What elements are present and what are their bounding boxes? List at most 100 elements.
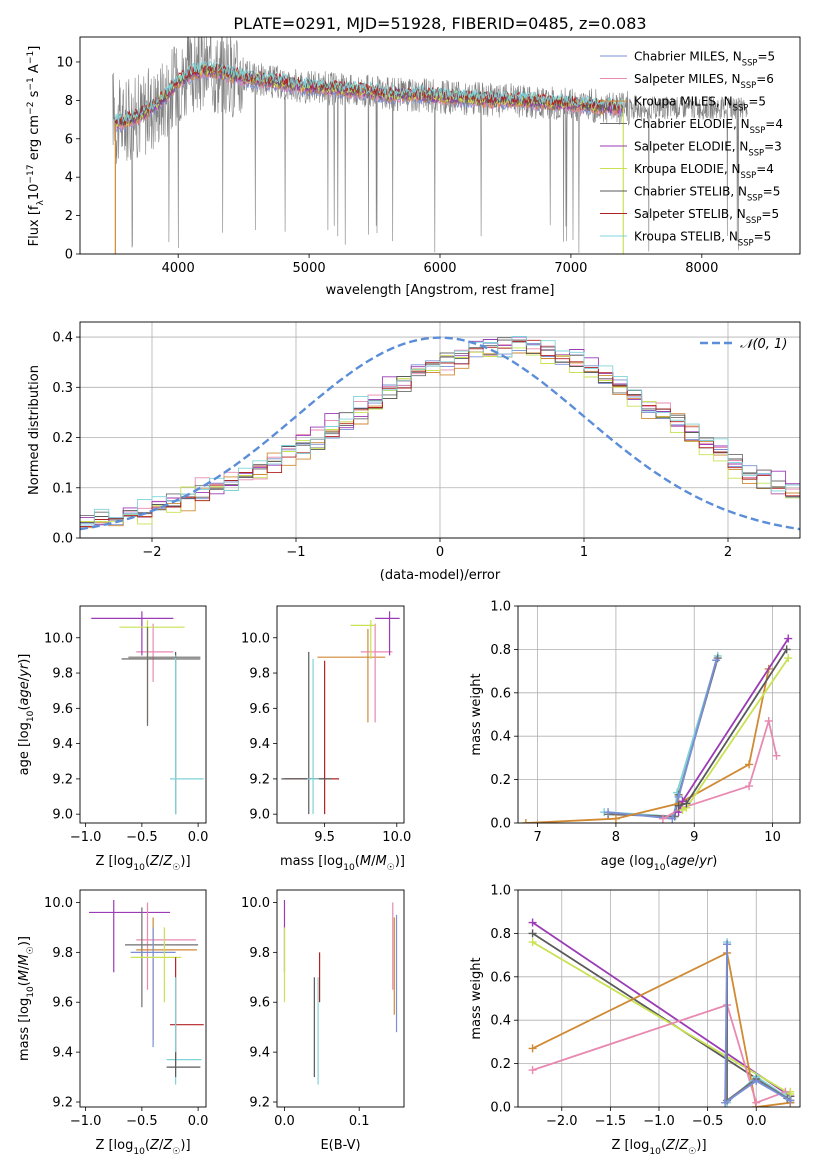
series-marker	[528, 929, 537, 938]
y-tick-label: 0.0	[490, 1101, 511, 1116]
x-tick-label: −0.5	[692, 1114, 724, 1129]
series-marker	[712, 656, 721, 665]
legend-label: Salpeter STELIB, NSSP=5	[634, 207, 779, 225]
x-tick-label: −1.0	[70, 1114, 102, 1129]
series-line	[608, 660, 718, 820]
series-marker	[782, 645, 791, 654]
axes-frame	[79, 321, 801, 539]
y-tick-label: 0.1	[52, 481, 73, 496]
y-tick-label: 2	[65, 209, 73, 224]
y-tick-label: 0.4	[52, 331, 73, 346]
series-marker	[752, 1098, 761, 1107]
y-tick-label: 1.0	[490, 600, 511, 615]
legend-label: Salpeter MILES, NSSP=6	[634, 72, 774, 90]
y-axis-label: mass weight	[469, 957, 484, 1039]
y-tick-label: 0.4	[490, 730, 511, 745]
x-axis-label: wavelength [Angstrom, rest frame]	[326, 283, 555, 298]
x-tick-label: −1.0	[70, 830, 102, 845]
x-tick-label: 5000	[293, 261, 326, 276]
y-tick-label: 0.0	[490, 817, 511, 832]
legend-label: Kroupa ELODIE, NSSP=4	[634, 162, 774, 180]
series-marker	[658, 814, 667, 823]
x-tick-label: 0.1	[349, 1114, 370, 1129]
x-tick-label: −2	[142, 545, 161, 560]
x-tick-label: 8	[612, 830, 620, 845]
axes-mass_vs_Z: −1.0 −0.5 0.0 9.2 9.4 9.6 9.8 10.0 Z [log10(Z/Z☉…	[17, 889, 208, 1157]
axes-frame	[276, 889, 405, 1108]
x-axis-label: Z [log10(Z/Z☉)]	[611, 1138, 706, 1157]
series-marker	[611, 814, 620, 823]
axes-residuals: −2 −1 0 1 2 0.0 0.1 0.2 0.3 0.4 𝒩(0, 1) (data-model…	[27, 321, 801, 583]
massweight-plot	[528, 918, 795, 1107]
axes-spectrum: 4000 5000 6000 7000 8000 0 2 4 6 8 10 Chabrier MILE…	[26, 36, 801, 298]
x-tick-label: 10	[764, 830, 781, 845]
y-tick-label: 0.8	[490, 643, 511, 658]
series-marker	[528, 938, 537, 947]
series-marker	[528, 918, 537, 927]
errorbar-plot	[89, 899, 204, 1085]
axes-frame	[517, 605, 801, 824]
x-tick-label: −1.0	[643, 1114, 675, 1129]
y-tick-label: 9.2	[52, 772, 73, 787]
axes-frame	[79, 889, 207, 1108]
series-marker	[772, 751, 781, 760]
series-marker	[745, 760, 754, 769]
y-tick-label: 6	[65, 132, 73, 147]
series-marker	[528, 1066, 537, 1075]
x-tick-label: 2	[724, 545, 732, 560]
series-line	[724, 944, 791, 1105]
x-tick-label: 0.0	[746, 1114, 767, 1129]
y-tick-label: 9.6	[52, 702, 73, 717]
y-tick-label: 0.2	[490, 773, 511, 788]
x-axis-label: (data-model)/error	[380, 568, 501, 583]
x-tick-label: 0.0	[188, 830, 209, 845]
x-tick-label: −1	[286, 545, 305, 560]
histogram-plot	[80, 336, 800, 531]
histogram-step-line	[80, 341, 800, 528]
y-tick-label: 0.6	[490, 970, 511, 985]
x-tick-label: 7000	[554, 261, 587, 276]
y-tick-label: 9.6	[249, 702, 270, 717]
y-tick-label: 0.2	[52, 431, 73, 446]
legend-label: Kroupa STELIB, NSSP=5	[634, 230, 771, 248]
series-marker	[721, 1098, 730, 1107]
y-tick-label: 0.6	[490, 686, 511, 701]
y-tick-label: 9.4	[249, 1046, 270, 1061]
x-axis-label: Z [log10(Z/Z☉)]	[95, 854, 190, 873]
series-marker	[786, 1096, 795, 1105]
axes-frame	[79, 36, 801, 255]
y-tick-label: 0.3	[52, 381, 73, 396]
y-tick-label: 9.4	[249, 737, 270, 752]
errorbar-plot	[283, 899, 398, 1085]
legend-label: Kroupa MILES, NSSP=5	[634, 95, 766, 113]
x-tick-label: 10.0	[382, 830, 411, 845]
series-marker	[784, 654, 793, 663]
y-tick-label: 0.2	[490, 1057, 511, 1072]
y-axis-label: Normed distribution	[27, 365, 42, 495]
y-tick-label: 9.4	[52, 1046, 73, 1061]
y-axis-label: mass weight	[469, 673, 484, 755]
legend-label: Salpeter ELODIE, NSSP=3	[634, 140, 782, 158]
y-tick-label: 4	[65, 171, 73, 186]
histogram-step-line	[80, 342, 800, 526]
y-tick-label: 9.6	[249, 996, 270, 1011]
series-line	[532, 1003, 786, 1104]
y-tick-label: 0.8	[490, 927, 511, 942]
errorbar-plot	[91, 611, 204, 815]
model-spectrum-line	[114, 60, 624, 125]
y-tick-label: 8	[65, 94, 73, 109]
x-tick-label: 6000	[423, 261, 456, 276]
histogram-step-line	[80, 339, 800, 523]
x-axis-label: mass [log10(M/M☉)]	[280, 854, 405, 873]
y-tick-label: 9.4	[52, 737, 73, 752]
residual-legend: 𝒩(0, 1)	[700, 337, 787, 352]
series-marker	[723, 940, 732, 949]
legend-label: Chabrier ELODIE, NSSP=4	[634, 117, 783, 135]
series-marker	[745, 782, 754, 791]
series-marker	[604, 808, 613, 817]
x-axis-label: Z [log10(Z/Z☉)]	[95, 1138, 190, 1157]
y-tick-label: 9.0	[249, 808, 270, 823]
spectrum-plot	[112, 37, 748, 254]
y-tick-label: 0.0	[52, 532, 73, 547]
y-tick-label: 9.0	[52, 808, 73, 823]
